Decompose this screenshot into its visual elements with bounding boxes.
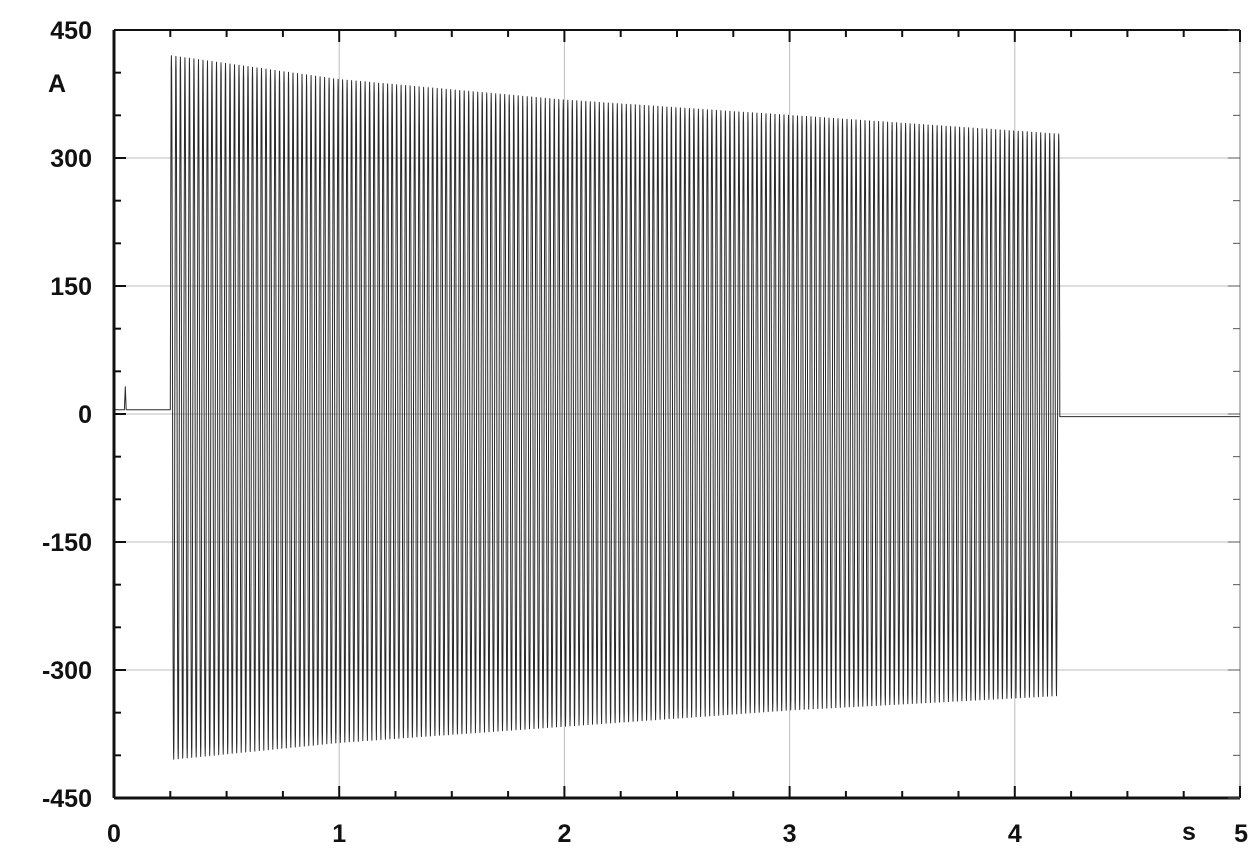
tick-marks [113, 29, 1241, 799]
y-tick-label-3: 0 [78, 401, 92, 429]
y-axis-unit-label: A [48, 70, 66, 98]
x-axis-unit-label: s [1182, 818, 1196, 846]
x-tick-label-2: 2 [557, 820, 571, 848]
x-tick-label-4: 4 [1008, 820, 1022, 848]
x-tick-label-5: 5 [1234, 820, 1248, 848]
y-tick-label-0: 450 [50, 17, 92, 45]
x-tick-label-1: 1 [332, 820, 346, 848]
x-tick-label-0: 0 [107, 820, 121, 848]
y-tick-label-5: -300 [42, 657, 92, 685]
y-tick-label-6: -450 [42, 785, 92, 813]
y-tick-label-2: 150 [50, 273, 92, 301]
y-tick-label-1: 300 [50, 145, 92, 173]
tick-labels: 0 1 2 3 4 5 450 300 150 0 -150 -300 -450 [42, 17, 1248, 848]
plot-area [114, 55, 1240, 760]
x-tick-label-3: 3 [783, 820, 797, 848]
series-line [114, 55, 1240, 760]
y-tick-label-4: -150 [42, 529, 92, 557]
